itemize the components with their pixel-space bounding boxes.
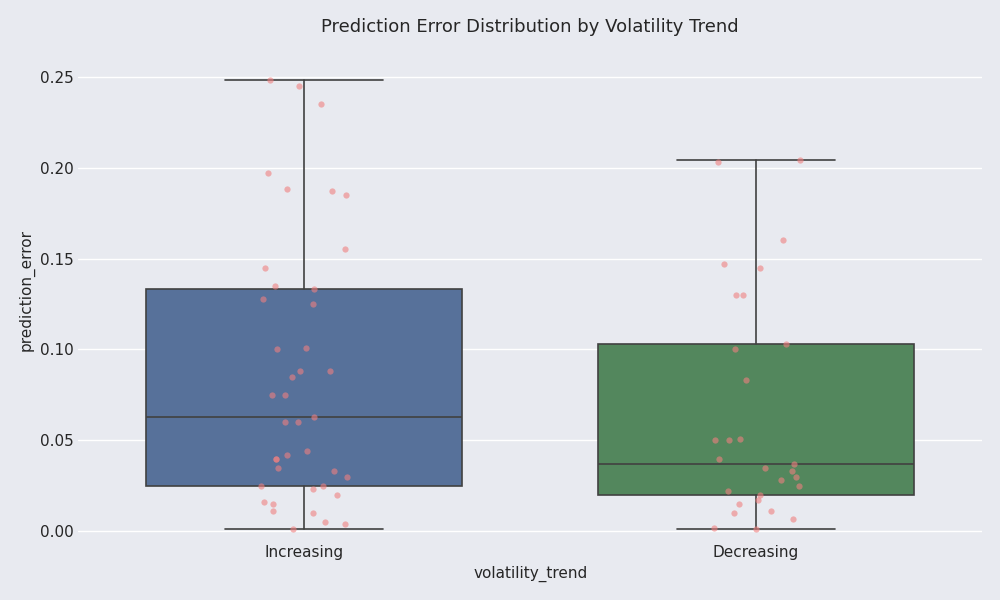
Point: [727, 344, 743, 354]
Point: [784, 466, 800, 476]
Point: [284, 372, 300, 382]
Point: [285, 524, 301, 534]
Point: [728, 290, 744, 300]
Point: [707, 436, 723, 445]
Point: [735, 290, 751, 300]
Point: [752, 263, 768, 272]
Point: [268, 454, 284, 463]
Point: [277, 418, 293, 427]
Point: [763, 506, 779, 516]
Point: [313, 99, 329, 109]
Point: [257, 263, 273, 272]
Point: [306, 412, 322, 422]
Point: [791, 481, 807, 491]
Point: [256, 497, 272, 507]
Point: [775, 236, 791, 245]
Point: [326, 466, 342, 476]
Point: [339, 472, 355, 482]
Point: [738, 376, 754, 385]
Point: [260, 168, 276, 178]
Point: [338, 190, 354, 200]
Point: [291, 81, 307, 91]
Point: [329, 490, 345, 500]
Point: [748, 524, 764, 534]
Point: [255, 294, 271, 304]
Point: [322, 367, 338, 376]
Point: [710, 157, 726, 167]
Point: [305, 508, 321, 518]
Point: [305, 485, 321, 494]
Point: [750, 496, 766, 505]
Point: [277, 390, 293, 400]
Point: [752, 490, 768, 500]
Point: [726, 508, 742, 518]
Point: [785, 514, 801, 523]
Point: [337, 245, 353, 254]
Point: [317, 517, 333, 527]
Point: [706, 523, 722, 532]
Point: [792, 155, 808, 165]
Point: [306, 284, 322, 294]
Point: [757, 463, 773, 472]
Title: Prediction Error Distribution by Volatility Trend: Prediction Error Distribution by Volatil…: [321, 18, 739, 36]
Point: [279, 450, 295, 460]
Point: [731, 499, 747, 509]
Point: [290, 418, 306, 427]
Point: [337, 519, 353, 529]
Point: [732, 434, 748, 443]
Point: [716, 259, 732, 269]
Point: [269, 344, 285, 354]
Point: [324, 187, 340, 196]
X-axis label: volatility_trend: volatility_trend: [473, 566, 587, 582]
Point: [265, 499, 281, 509]
Point: [720, 487, 736, 496]
Point: [253, 481, 269, 491]
Point: [262, 76, 278, 85]
Point: [279, 185, 295, 194]
Point: [299, 446, 315, 456]
Point: [298, 343, 314, 352]
Point: [267, 281, 283, 290]
Point: [305, 299, 321, 309]
Point: [268, 454, 284, 463]
Point: [292, 367, 308, 376]
Point: [315, 481, 331, 491]
Point: [778, 339, 794, 349]
Point: [721, 436, 737, 445]
Point: [773, 476, 789, 485]
PathPatch shape: [146, 289, 462, 486]
Point: [270, 463, 286, 472]
Point: [264, 390, 280, 400]
Y-axis label: prediction_error: prediction_error: [18, 229, 34, 352]
Point: [711, 454, 727, 463]
Point: [788, 472, 804, 482]
Point: [265, 506, 281, 516]
Point: [786, 459, 802, 469]
PathPatch shape: [598, 344, 914, 495]
